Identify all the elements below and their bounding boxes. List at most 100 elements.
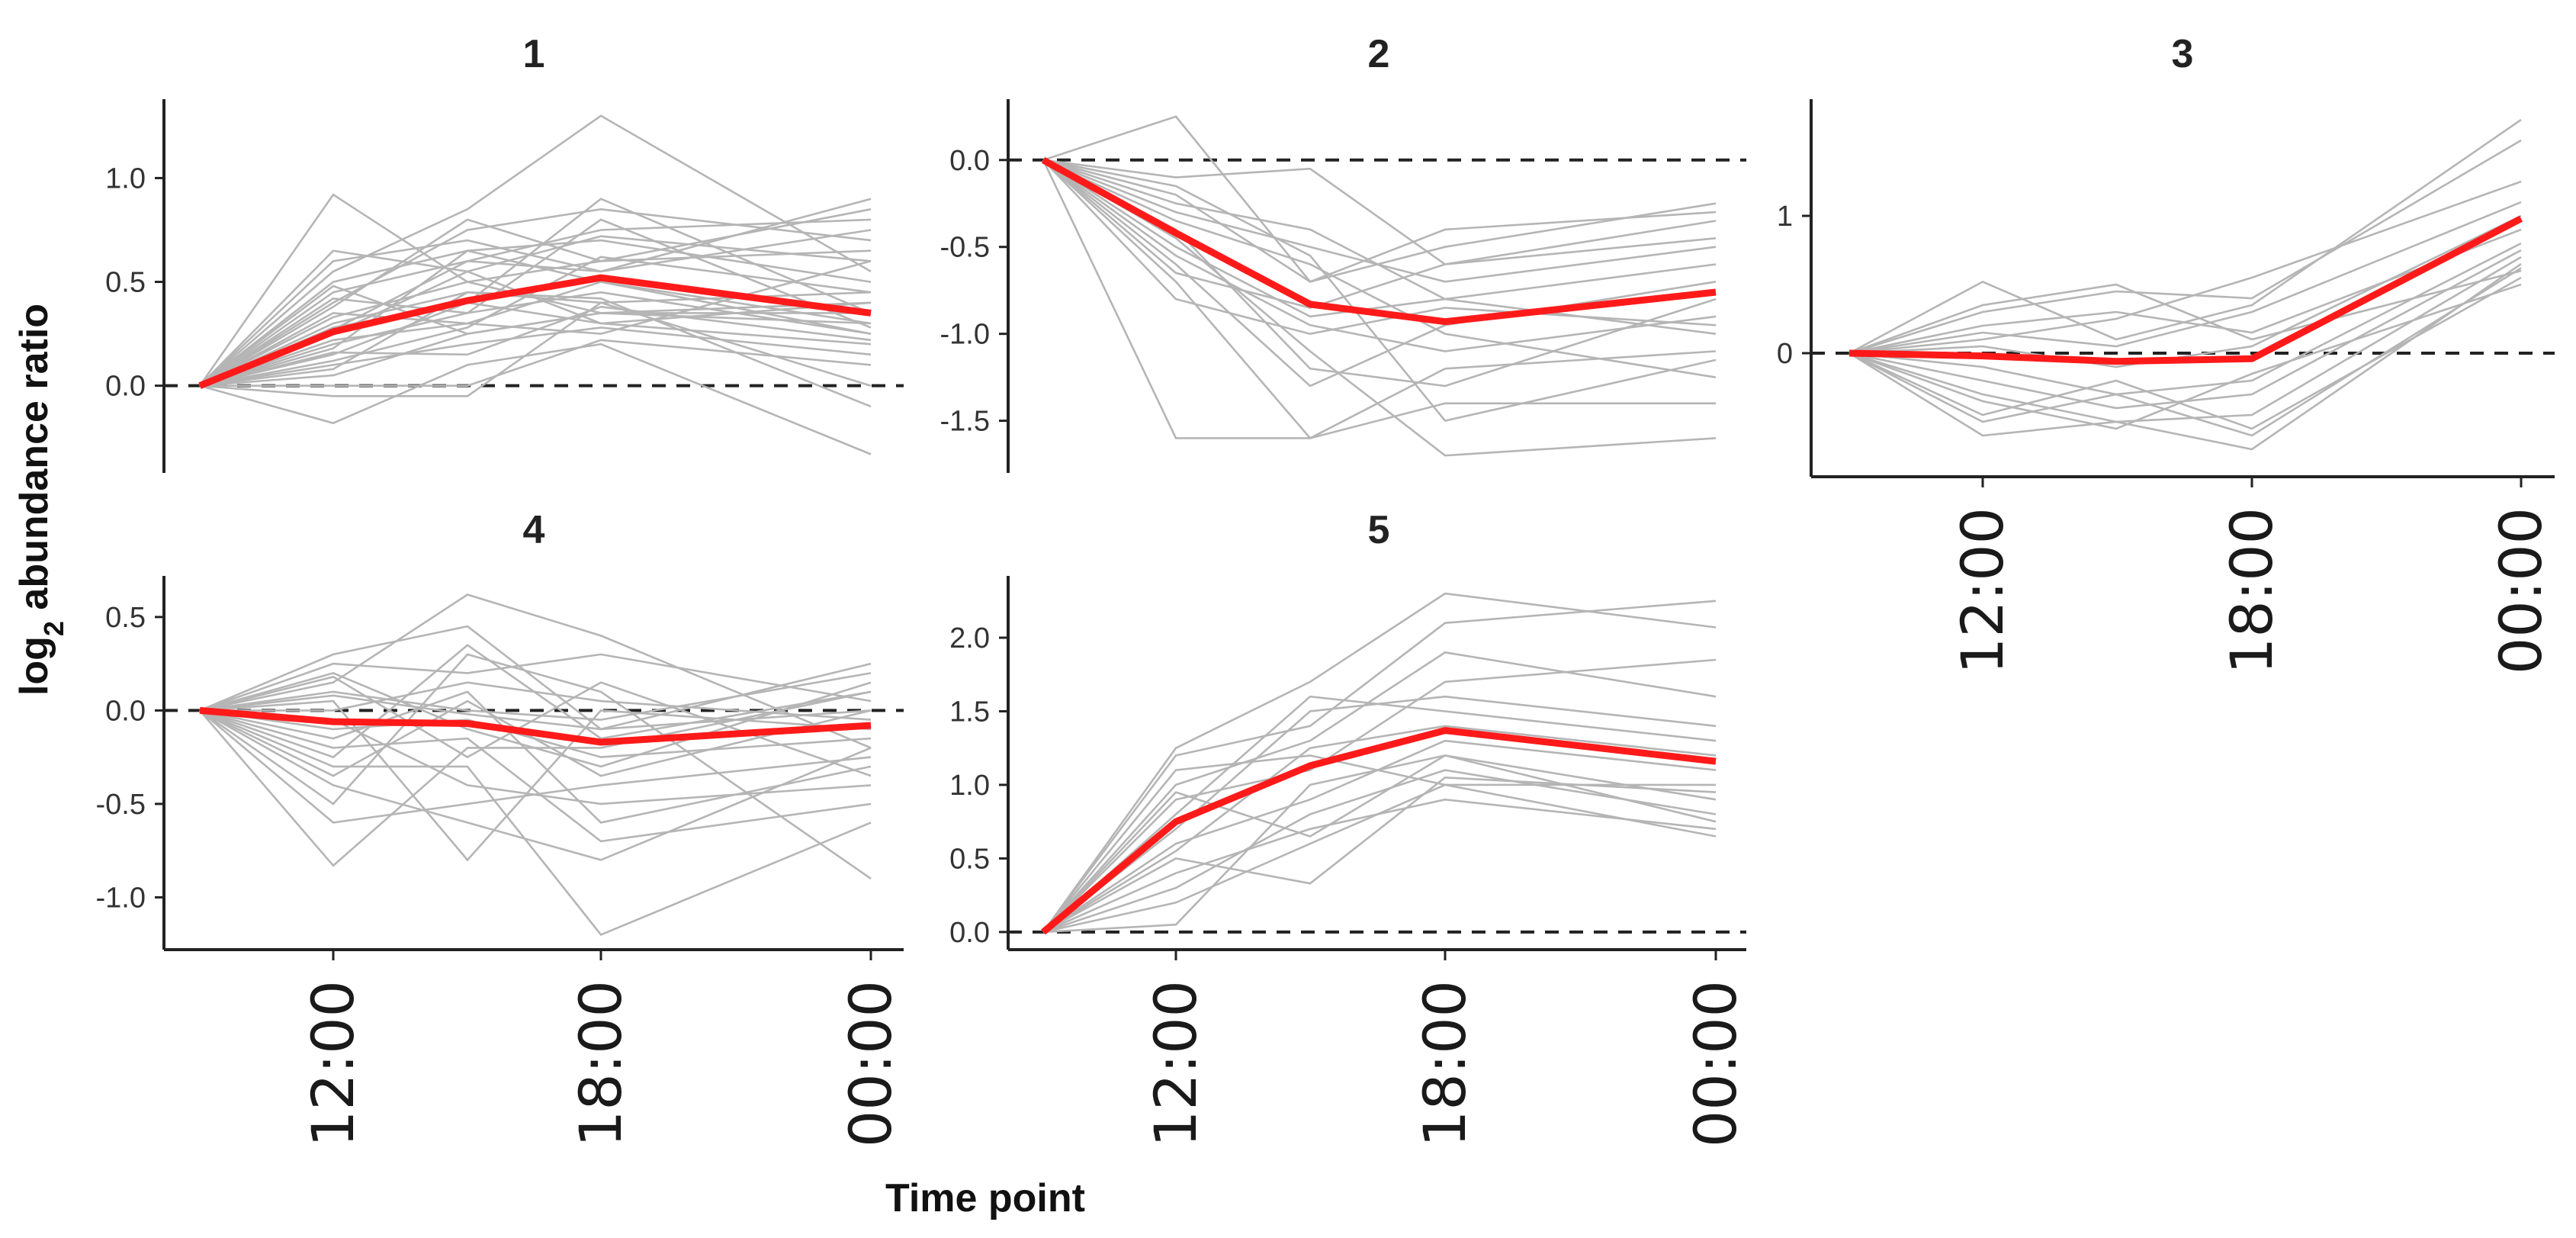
gene-line [199,285,871,387]
mean-line [198,274,872,389]
gene-line [199,694,872,731]
gene-line [1042,159,1716,439]
x-tick-label: 00:00 [1681,980,1749,1147]
gene-line [199,690,872,867]
y-axis-label-rest: abundance ratio [12,304,56,621]
gene-line [1848,283,2522,430]
gene-line [1042,159,1717,309]
panel-title: 2 [1368,32,1390,76]
gene-line [1848,118,2522,355]
gene-line [1848,214,2522,368]
gene-line [199,114,872,387]
y-tick-label: 0.0 [949,145,990,177]
gene-line [1042,658,1717,933]
gene-line [1042,783,1717,934]
gene-line [1042,651,1717,933]
gene-line [1042,798,1717,934]
gene-line [199,690,872,824]
gene-line [1042,725,1717,934]
mean-line [1041,727,1717,935]
gene-line [199,281,872,387]
gene-line [199,699,872,862]
gene-line [199,672,872,721]
y-tick-label: -1.5 [940,406,990,438]
gene-line [1042,159,1717,265]
gene-line [1042,159,1717,352]
gene-line [1042,159,1717,283]
gene-line [199,675,872,777]
panels: 1 0.0 0.5 1.0 2 -1.5 -1.0 -0.5 0.0 3 0 1 12:00 18:00 0… [96,32,2555,1147]
panel-title: 4 [523,508,545,552]
y-tick-label: 0.5 [105,602,146,634]
gene-line [1848,267,2522,437]
panel-3: 3 0 1 12:00 18:00 00:00 [1777,32,2555,674]
panel-5: 5 0.0 0.5 1.0 1.5 2.0 12:00 18:00 00:00 [949,508,1749,1147]
gene-line [1042,159,1717,378]
gene-line [199,326,872,387]
y-tick-label: -0.5 [96,789,146,821]
y-tick-label: 0.5 [949,843,990,875]
gene-line [1042,695,1717,933]
gene-line [199,291,872,408]
y-tick-label: 0.0 [105,371,146,403]
x-axis-label: Time point [885,1176,1085,1220]
gene-line [1848,276,2522,430]
gene-line [1042,159,1717,283]
gene-line [199,342,872,455]
mean-line [1848,215,2523,365]
gene-line [199,653,872,712]
panel-title: 3 [2172,32,2194,76]
gene-line [199,256,872,387]
gene-line [199,301,872,397]
gene-line [1042,592,1717,933]
gene-line [200,339,872,387]
gene-line [1042,695,1717,933]
gene-line [1042,754,1716,933]
gene-line [199,593,872,749]
panel-4: 4 -1.0 -0.5 0.0 0.5 12:00 18:00 00:00 [96,508,904,1147]
y-tick-label: 1.5 [949,696,990,728]
gene-line [200,681,872,721]
gene-line [1848,228,2522,355]
gene-line [1848,269,2522,355]
x-tick-label: 18:00 [1411,980,1479,1147]
panel-title: 1 [523,32,545,76]
gene-line [1848,262,2522,451]
gene-line [199,699,872,777]
gene-line [1848,201,2522,355]
gene-line [1848,249,2522,410]
gene-line [1042,159,1717,318]
gene-line [1042,776,1717,934]
y-tick-label: 0 [1777,338,1793,370]
y-tick-label: 0.5 [105,267,146,299]
y-tick-label: -1.0 [940,319,990,351]
x-tick-label: 00:00 [2487,507,2555,674]
x-tick-label: 18:00 [567,980,634,1147]
y-tick-label: 0.0 [105,695,146,727]
x-tick-label: 00:00 [837,980,904,1147]
gene-line [199,709,872,936]
x-tick-label: 12:00 [299,980,367,1147]
gene-line [199,218,872,387]
mean-line [1041,156,1717,326]
y-tick-label: 1.0 [105,162,146,195]
y-axis-label-subscript: 2 [38,621,69,636]
gene-line [199,709,872,824]
gene-line [1042,739,1717,933]
panel-1: 1 0.0 0.5 1.0 [105,32,904,473]
gene-line [199,207,872,387]
panel-title: 5 [1368,508,1390,552]
gene-line [1042,159,1717,423]
y-tick-label: -0.5 [940,232,990,264]
x-tick-label: 12:00 [1948,507,2016,674]
gene-line [1042,600,1717,933]
y-tick-label: 1 [1777,201,1793,233]
y-axis-label-log: log [12,636,56,696]
x-tick-label: 18:00 [2218,507,2285,674]
gene-line [199,249,872,387]
gene-line [199,709,872,861]
y-axis-label: log2 abundance ratio [12,304,69,696]
gene-line [199,305,872,387]
panel-2: 2 -1.5 -1.0 -0.5 0.0 [940,32,1746,473]
